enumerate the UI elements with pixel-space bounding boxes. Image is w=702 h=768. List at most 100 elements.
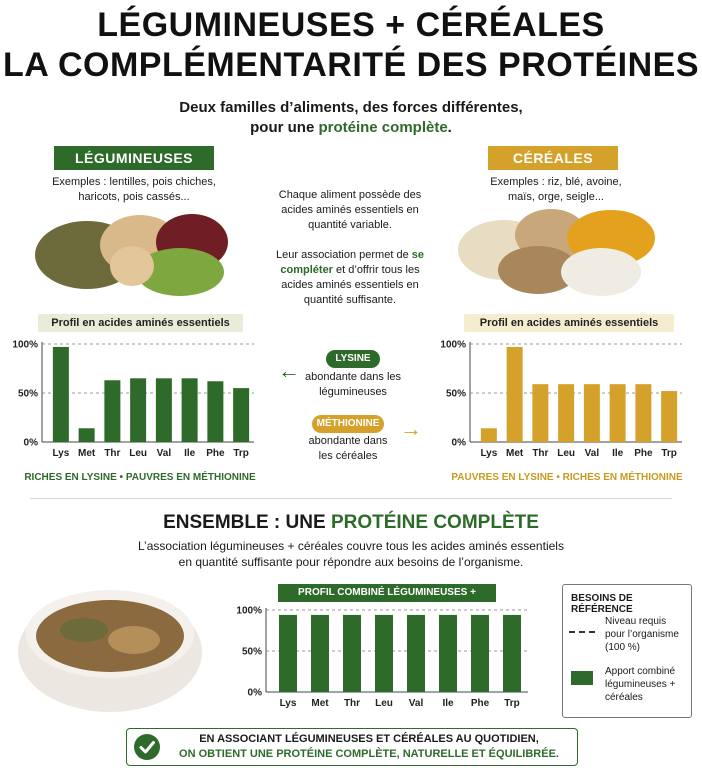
bar xyxy=(130,378,147,442)
methionine-text: abondante dans les céréales xyxy=(308,435,388,462)
bar xyxy=(506,346,523,442)
bar xyxy=(375,614,393,692)
x-tick-label: Met xyxy=(78,448,96,459)
footer-line1: EN ASSOCIANT LÉGUMINEUSES ET CÉRÉALES AU… xyxy=(199,733,539,745)
x-tick-label: Met xyxy=(506,448,524,459)
middle-paragraph-1: Chaque aliment possède des acides aminés… xyxy=(278,189,422,231)
subtitle-line2-post: . xyxy=(447,119,452,136)
combined-chart: 0% 50% 100% Lys Met Thr Leu Val Ile Phe Trp xyxy=(236,606,528,709)
rice-pile xyxy=(561,248,641,296)
y-tick-label: 50% xyxy=(18,389,38,400)
subtitle-line2-pre: pour une xyxy=(250,119,319,136)
y-tick-label: 100% xyxy=(12,340,38,351)
bar xyxy=(279,614,297,692)
together-text: L’association légumineuses + céréales co… xyxy=(0,538,702,570)
bar xyxy=(52,346,69,442)
combined-profile-title: PROFIL COMBINÉ LÉGUMINEUSES + CÉRÉALES xyxy=(278,584,496,616)
y-tick-label: 0% xyxy=(24,438,39,449)
bowl-lentils xyxy=(60,618,108,642)
legend-box: BESOINS DE RÉFÉRENCE Niveau requis pour … xyxy=(562,584,692,718)
middle-paragraph-2: Leur association permet de se compléter … xyxy=(268,248,432,308)
main-title-line1: LÉGUMINEUSES + CÉRÉALES xyxy=(97,6,605,44)
bar xyxy=(480,428,497,442)
y-tick-label: 50% xyxy=(242,647,262,658)
bar xyxy=(155,378,172,442)
arrow-right-icon: → xyxy=(400,416,422,441)
together-text-line2: en quantité suffisante pour répondre aux… xyxy=(178,555,524,569)
together-heading-emphasis: PROTÉINE COMPLÈTE xyxy=(330,512,539,533)
y-tick-label: 100% xyxy=(236,606,262,617)
bar xyxy=(207,381,224,442)
bar xyxy=(233,388,250,442)
legend-bar-swatch xyxy=(571,671,593,685)
bar xyxy=(503,614,521,692)
methionine-pill: MÉTHIONINE xyxy=(312,415,384,433)
cereals-chart: 0% 50% 100% Lys Met Thr Leu Val Ile Phe Trp xyxy=(440,340,682,459)
legumes-illustration xyxy=(35,214,228,296)
arrow-left-icon: ← xyxy=(278,358,300,383)
bar xyxy=(558,384,575,442)
legumes-tag: LÉGUMINEUSES xyxy=(54,146,214,170)
x-tick-label: Ile xyxy=(442,698,454,709)
chickpeas-front xyxy=(110,246,154,286)
footer-line2: ON OBTIENT UNE PROTÉINE COMPLÈTE, NATURE… xyxy=(179,748,559,760)
bar xyxy=(407,614,425,692)
x-tick-label: Val xyxy=(409,698,424,709)
x-tick-label: Phe xyxy=(634,448,653,459)
middle-p2-pre: Leur association permet de xyxy=(276,249,412,261)
middle-p2-emphasis: se compléter xyxy=(280,249,424,276)
subtitle: Deux familles d’aliments, des forces dif… xyxy=(0,98,702,138)
bowl-cereals xyxy=(108,626,160,654)
y-tick-label: 0% xyxy=(248,688,263,699)
x-tick-label: Lys xyxy=(280,698,297,709)
subtitle-emphasis: protéine complète xyxy=(318,119,448,136)
x-tick-label: Leu xyxy=(375,698,393,709)
cereals-profile-title: Profil en acides aminés essentiels xyxy=(464,314,674,332)
bar xyxy=(78,428,95,442)
bar xyxy=(471,614,489,692)
x-tick-label: Trp xyxy=(504,698,520,709)
cereals-examples: Exemples : riz, blé, avoine, maïs, orge,… xyxy=(490,176,622,203)
legend-bar-label: Apport combiné légumineuses + céréales xyxy=(605,666,676,703)
bar xyxy=(661,391,678,442)
bar xyxy=(532,384,549,442)
split-peas-pile xyxy=(136,248,224,296)
bar xyxy=(343,614,361,692)
barley-pile xyxy=(498,246,578,294)
cereals-summary: PAUVRES EN LYSINE • RICHES EN MÉTHIONINE xyxy=(451,472,683,483)
x-tick-label: Thr xyxy=(344,698,360,709)
x-tick-label: Lys xyxy=(52,448,69,459)
footer-text: EN ASSOCIANT LÉGUMINEUSES ET CÉRÉALES AU… xyxy=(167,732,571,762)
x-tick-label: Phe xyxy=(471,698,490,709)
legend-dashed-label: Niveau requis pour l’organisme (100 %) xyxy=(605,616,679,653)
subtitle-line1: Deux familles d’aliments, des forces dif… xyxy=(179,99,523,116)
x-tick-label: Thr xyxy=(532,448,548,459)
y-tick-label: 0% xyxy=(452,438,467,449)
bar xyxy=(609,384,626,442)
bar xyxy=(311,614,329,692)
section-divider xyxy=(30,498,672,499)
legumes-chart: 0% 50% 100% Lys Met Thr Leu Val Ile Phe Trp xyxy=(12,340,254,459)
together-text-line1: L’association légumineuses + céréales co… xyxy=(138,539,564,553)
main-title-line2: LA COMPLÉMENTARITÉ DES PROTÉINES xyxy=(2,46,700,84)
together-heading-pre: ENSEMBLE : UNE xyxy=(163,512,331,533)
together-heading: ENSEMBLE : UNE PROTÉINE COMPLÈTE xyxy=(0,512,702,534)
check-circle-icon xyxy=(134,734,160,760)
cereals-illustration xyxy=(458,209,655,296)
legumes-summary: RICHES EN LYSINE • PAUVRES EN MÉTHIONINE xyxy=(24,472,256,483)
x-tick-label: Trp xyxy=(233,448,249,459)
lysine-pill: LYSINE xyxy=(326,350,380,368)
x-tick-label: Lys xyxy=(480,448,497,459)
cereals-tag: CÉRÉALES xyxy=(488,146,618,170)
legumes-profile-title: Profil en acides aminés essentiels xyxy=(38,314,243,332)
x-tick-label: Phe xyxy=(206,448,225,459)
bar xyxy=(635,384,652,442)
x-tick-label: Thr xyxy=(104,448,120,459)
subtitle-line2: pour une protéine complète. xyxy=(0,118,702,138)
lysine-text: abondante dans les légumineuses xyxy=(304,371,402,398)
x-tick-label: Trp xyxy=(661,448,677,459)
legumes-examples: Exemples : lentilles, pois chiches, hari… xyxy=(52,176,216,203)
x-tick-label: Ile xyxy=(612,448,624,459)
x-tick-label: Met xyxy=(311,698,329,709)
middle-p2-post: et d’offrir tous les acides aminés essen… xyxy=(281,264,420,306)
